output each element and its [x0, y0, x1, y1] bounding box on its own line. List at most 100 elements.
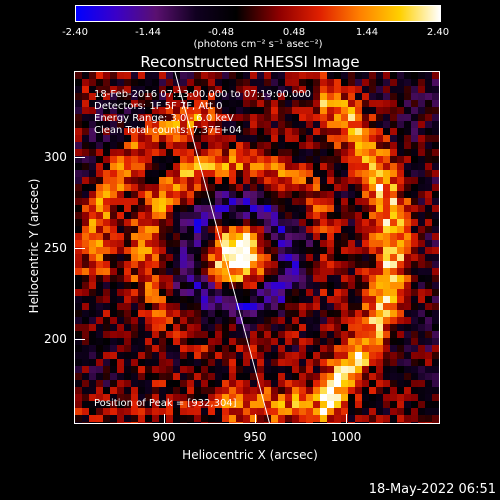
image-pixel: [397, 121, 404, 128]
image-pixel: [320, 198, 327, 205]
image-pixel: [369, 79, 376, 86]
image-pixel: [390, 268, 397, 275]
image-pixel: [376, 394, 383, 401]
image-pixel: [362, 128, 369, 135]
image-pixel: [131, 205, 138, 212]
image-pixel: [341, 93, 348, 100]
image-pixel: [320, 345, 327, 352]
image-pixel: [418, 310, 425, 317]
image-pixel: [145, 296, 152, 303]
image-pixel: [208, 317, 215, 324]
image-pixel: [383, 317, 390, 324]
image-pixel: [278, 366, 285, 373]
image-plot[interactable]: 18-Feb-2016 07:13:00.000 to 07:19:00.000…: [74, 71, 440, 424]
image-pixel: [180, 191, 187, 198]
image-pixel: [187, 331, 194, 338]
image-pixel: [152, 387, 159, 394]
image-pixel: [173, 282, 180, 289]
image-pixel: [194, 163, 201, 170]
image-pixel: [187, 240, 194, 247]
image-pixel: [271, 289, 278, 296]
image-pixel: [327, 268, 334, 275]
image-pixel: [131, 121, 138, 128]
image-pixel: [369, 352, 376, 359]
image-pixel: [110, 135, 117, 142]
image-pixel: [236, 100, 243, 107]
image-pixel: [215, 303, 222, 310]
image-pixel: [264, 408, 271, 415]
image-pixel: [397, 177, 404, 184]
image-pixel: [369, 149, 376, 156]
image-pixel: [201, 100, 208, 107]
image-pixel: [383, 177, 390, 184]
image-pixel: [124, 149, 131, 156]
image-pixel: [299, 114, 306, 121]
image-pixel: [439, 303, 440, 310]
image-pixel: [327, 282, 334, 289]
image-pixel: [201, 296, 208, 303]
image-pixel: [383, 408, 390, 415]
image-pixel: [257, 296, 264, 303]
image-pixel: [411, 135, 418, 142]
image-pixel: [376, 387, 383, 394]
image-pixel: [404, 219, 411, 226]
image-pixel: [222, 338, 229, 345]
image-pixel: [355, 352, 362, 359]
image-pixel: [110, 100, 117, 107]
image-pixel: [264, 380, 271, 387]
image-pixel: [173, 177, 180, 184]
image-pixel: [166, 317, 173, 324]
image-pixel: [201, 79, 208, 86]
image-pixel: [355, 219, 362, 226]
image-pixel: [75, 359, 82, 366]
image-pixel: [243, 240, 250, 247]
image-pixel: [278, 254, 285, 261]
image-pixel: [341, 261, 348, 268]
image-pixel: [411, 142, 418, 149]
image-pixel: [152, 282, 159, 289]
image-pixel: [341, 72, 348, 79]
image-pixel: [418, 184, 425, 191]
image-pixel: [257, 254, 264, 261]
image-pixel: [425, 310, 432, 317]
image-pixel: [334, 289, 341, 296]
image-pixel: [348, 226, 355, 233]
image-pixel: [131, 219, 138, 226]
image-pixel: [75, 79, 82, 86]
image-pixel: [257, 79, 264, 86]
image-pixel: [96, 422, 103, 423]
image-pixel: [194, 149, 201, 156]
image-pixel: [145, 79, 152, 86]
image-pixel: [131, 114, 138, 121]
image-pixel: [236, 142, 243, 149]
image-pixel: [376, 247, 383, 254]
image-pixel: [250, 289, 257, 296]
image-pixel: [152, 380, 159, 387]
image-pixel: [96, 268, 103, 275]
image-pixel: [250, 373, 257, 380]
image-pixel: [124, 142, 131, 149]
image-pixel: [166, 135, 173, 142]
image-pixel: [131, 366, 138, 373]
image-pixel: [369, 93, 376, 100]
image-pixel: [215, 317, 222, 324]
image-pixel: [243, 415, 250, 422]
image-pixel: [327, 114, 334, 121]
image-pixel: [222, 240, 229, 247]
image-pixel: [418, 289, 425, 296]
image-pixel: [411, 107, 418, 114]
image-pixel: [334, 212, 341, 219]
image-pixel: [236, 331, 243, 338]
image-pixel: [411, 149, 418, 156]
image-pixel: [341, 226, 348, 233]
image-pixel: [278, 135, 285, 142]
image-pixel: [75, 408, 82, 415]
image-pixel: [411, 212, 418, 219]
image-pixel: [327, 156, 334, 163]
image-pixel: [348, 156, 355, 163]
image-pixel: [334, 184, 341, 191]
image-pixel: [201, 387, 208, 394]
image-pixel: [278, 114, 285, 121]
image-pixel: [348, 352, 355, 359]
image-pixel: [75, 170, 82, 177]
